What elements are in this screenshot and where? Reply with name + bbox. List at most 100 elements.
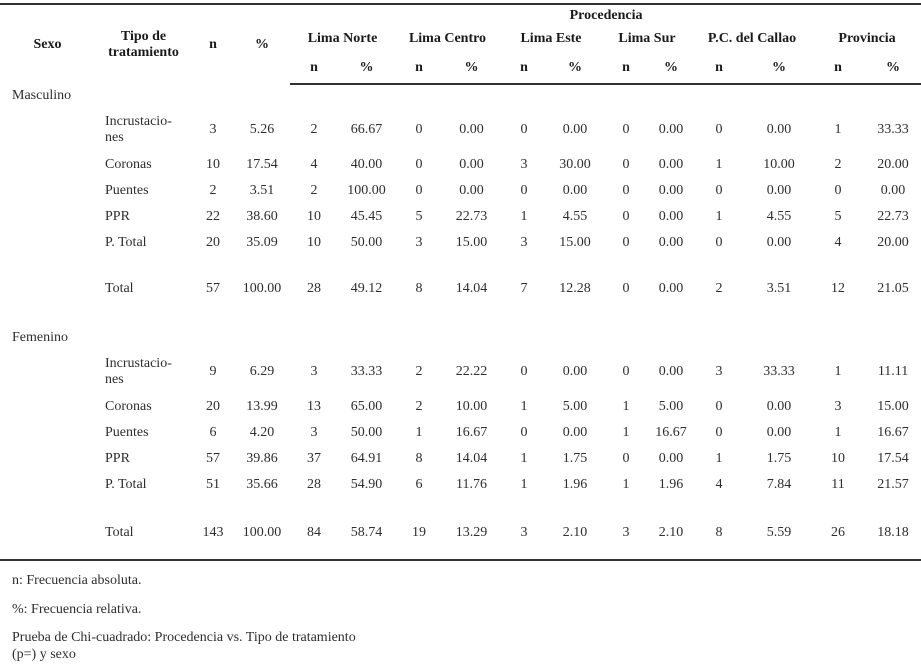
region-n-cell: 3: [520, 235, 528, 251]
region-pct-cell: 12.28: [559, 281, 591, 297]
tratamiento-cell: PPR: [105, 209, 130, 225]
region-n-cell: 1: [520, 477, 528, 493]
region-n-cell: 2: [310, 183, 318, 199]
tratamiento-cell: P. Total: [105, 235, 147, 251]
region-pct-cell: 0.00: [766, 399, 792, 415]
region-n-cell: 0: [622, 183, 630, 199]
region-n-cell: 13: [307, 399, 321, 415]
region-pct-cell: 64.91: [350, 451, 383, 467]
pct-cell: 39.86: [246, 451, 278, 467]
region-n-cell: 3: [415, 235, 423, 251]
region-n-cell: 4: [834, 235, 842, 251]
region-pct-cell: 22.22: [455, 364, 488, 380]
footnote-n: n: Frecuencia absoluta.: [12, 573, 142, 588]
footnote-pct: %: Frecuencia relativa.: [12, 601, 142, 617]
tratamiento-cell: Puentes: [105, 425, 149, 441]
region-n-cell: 10: [307, 235, 321, 251]
region-n-cell: 4: [310, 157, 318, 173]
region-pct-cell: 50.00: [350, 235, 383, 251]
region-n-cell: 1: [520, 399, 528, 415]
region-n-cell: 1: [834, 425, 842, 441]
region-pct-cell: 21.05: [877, 281, 909, 297]
region-pct-cell: 2.10: [562, 525, 588, 541]
tratamiento-cell: Total: [105, 525, 134, 541]
region-n-cell: 0: [622, 281, 630, 297]
sub-pct-header: %: [548, 52, 602, 85]
sexo-cell: [0, 420, 95, 446]
spacer-row: [0, 546, 921, 560]
region-pct-cell: 0.00: [766, 122, 792, 138]
sexo-cell: [0, 446, 95, 472]
region-pct-cell: 16.67: [877, 425, 909, 441]
region-pct-cell: 11.11: [877, 364, 909, 380]
region-pct-cell: 40.00: [350, 157, 383, 173]
region-header-lima-norte: Lima Norte: [307, 31, 378, 47]
region-n-cell: 1: [520, 451, 528, 467]
region-pct-cell: 13.29: [455, 525, 488, 541]
region-pct-cell: 7.84: [766, 477, 792, 493]
n-cell: 9: [209, 364, 217, 380]
region-n-cell: 19: [412, 525, 426, 541]
n-cell: 6: [209, 425, 217, 441]
sub-n-header: n: [290, 52, 338, 85]
region-pct-cell: 0.00: [459, 122, 484, 138]
region-n-cell: 1: [622, 477, 630, 493]
region-n-cell: 1: [415, 425, 423, 441]
region-n-cell: 0: [622, 364, 630, 380]
region-n-cell: 1: [715, 451, 723, 467]
region-pct-cell: 100.00: [347, 183, 386, 199]
pct-cell: 3.51: [249, 183, 275, 199]
region-pct-cell: 0.00: [658, 281, 684, 297]
data-row: Incrustacio- nes 3 5.26 2 66.67 0 0.00 0 0.00 0 0.…: [0, 108, 921, 152]
region-n-cell: 10: [831, 451, 845, 467]
region-pct-cell: 54.90: [350, 477, 383, 493]
region-n-cell: 2: [415, 399, 423, 415]
tratamiento-cell: Incrustacio- nes: [105, 356, 172, 387]
tratamiento-cell: Coronas: [105, 157, 152, 173]
total-row: Total 57 100.00 28 49.12 8 14.04 7 12.28 0 0.00 2 3.…: [0, 276, 921, 302]
sexo-cell: [0, 204, 95, 230]
table-body: Masculino Incrustacio- nes 3 5.26 2 66.67 0 0.0…: [0, 84, 921, 560]
tratamiento-cell: Total: [105, 281, 134, 297]
pct-cell: 17.54: [246, 157, 278, 173]
region-n-cell: 0: [715, 399, 723, 415]
region-pct-cell: 10.00: [455, 399, 488, 415]
region-pct-cell: 1.96: [658, 477, 684, 493]
procedencia-row: Sexo Tipo de tratamiento n % Procedencia: [0, 4, 921, 60]
n-cell: 10: [206, 157, 220, 173]
region-n-cell: 6: [415, 477, 423, 493]
region-pct-cell: 0.00: [562, 364, 588, 380]
region-pct-cell: 5.59: [766, 525, 792, 541]
sexo-header: Sexo: [33, 36, 62, 52]
region-n-cell: 1: [622, 425, 630, 441]
pct-cell: 13.99: [246, 399, 278, 415]
region-pct-cell: 3.51: [766, 281, 792, 297]
sub-n-header: n: [692, 52, 746, 85]
data-row: PPR 22 38.60 10 45.45 5 22.73 1 4.55 0 0.00 1 4.55 5 2…: [0, 204, 921, 230]
sexo-cell: [0, 520, 95, 546]
region-pct-cell: 0.00: [658, 451, 684, 467]
pct-cell: 6.29: [249, 364, 275, 380]
region-pct-cell: 33.33: [350, 364, 383, 380]
region-pct-cell: 5.00: [562, 399, 588, 415]
region-header-provincia: Provincia: [838, 31, 896, 47]
pct-cell: 35.09: [246, 235, 278, 251]
region-n-cell: 0: [715, 183, 723, 199]
sexo-cell: [0, 108, 95, 152]
pct-cell: 38.60: [246, 209, 278, 225]
region-pct-cell: 16.67: [655, 425, 687, 441]
data-row: Coronas 10 17.54 4 40.00 0 0.00 3 30.00 0 0.00 1 10.…: [0, 152, 921, 178]
region-n-cell: 0: [415, 157, 423, 173]
subheader-row: n % n % n % n % n % n %: [0, 52, 921, 85]
region-n-cell: 1: [715, 209, 723, 225]
region-n-cell: 0: [715, 235, 723, 251]
tratamiento-cell: Incrustacio- nes: [105, 114, 172, 145]
n-cell: 57: [206, 281, 220, 297]
sexo-cell: [0, 152, 95, 178]
region-pct-cell: 50.00: [350, 425, 383, 441]
region-row: Lima Norte Lima Centro Lima Este Lima Su…: [0, 26, 921, 52]
sub-pct-header: %: [443, 52, 500, 85]
region-pct-cell: 0.00: [658, 183, 684, 199]
region-n-cell: 0: [622, 122, 630, 138]
n-header: n: [209, 36, 217, 52]
